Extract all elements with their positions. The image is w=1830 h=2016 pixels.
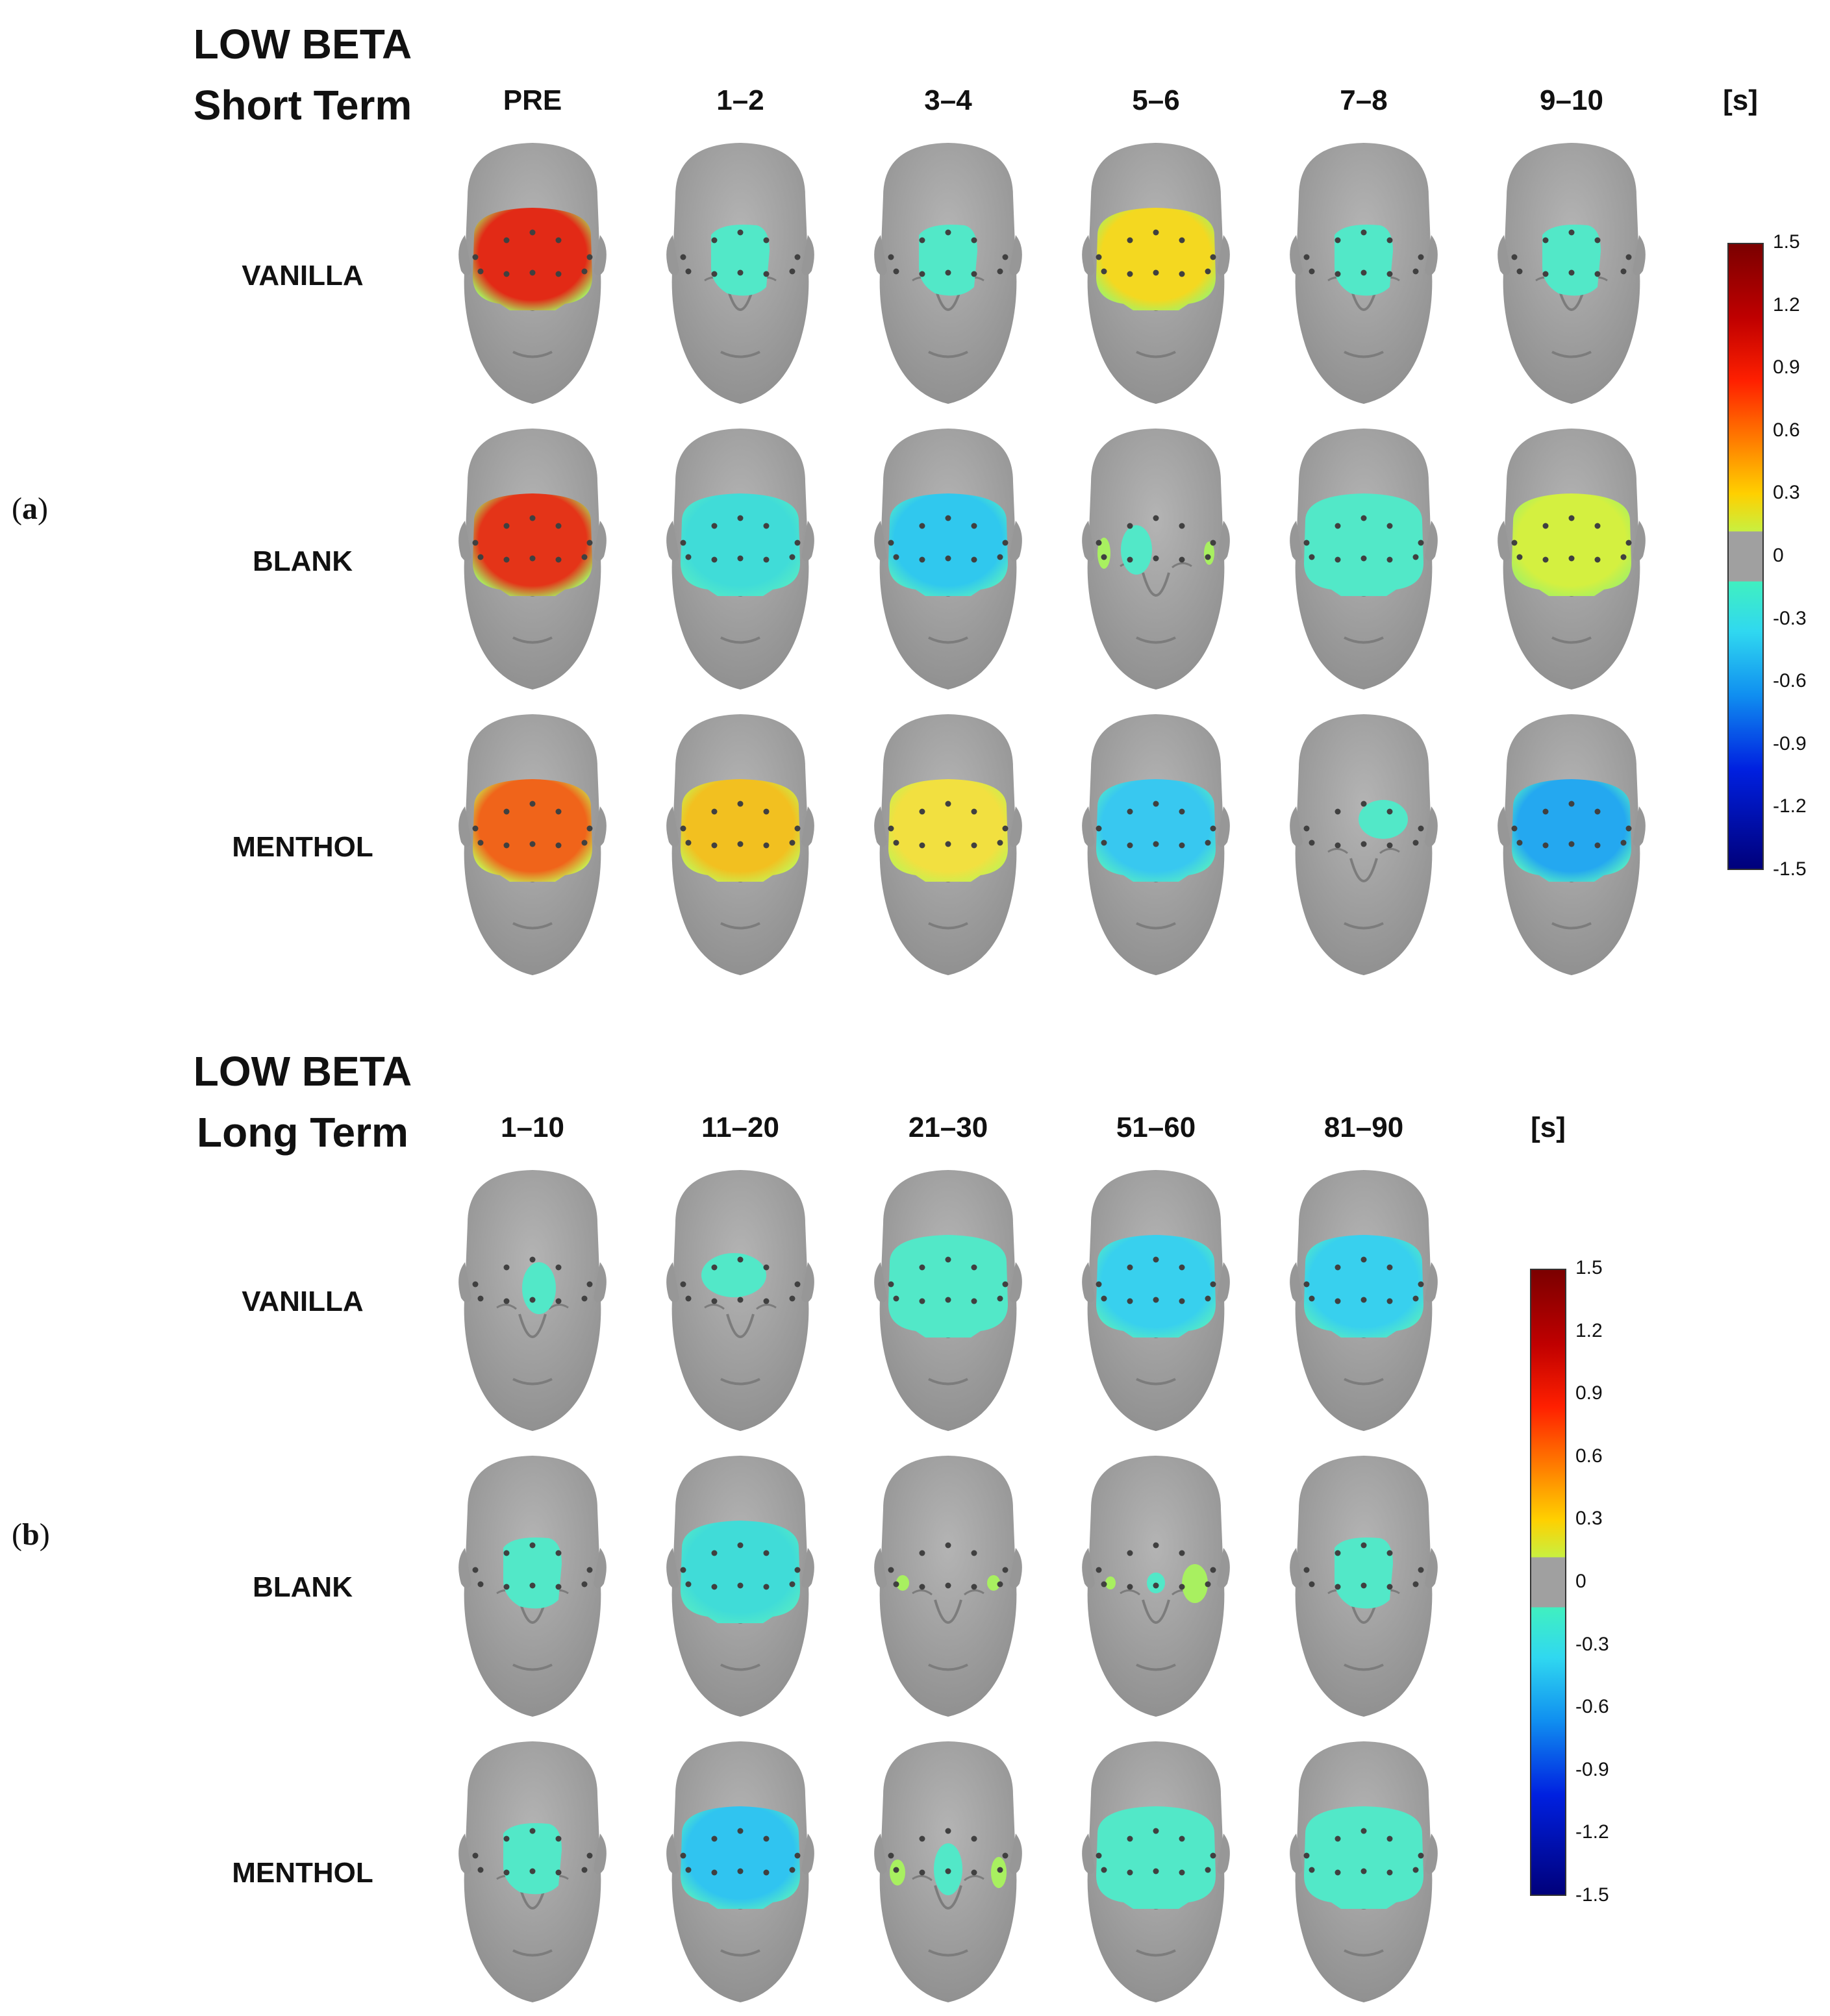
panel-b-head-map (442, 1165, 623, 1437)
panel-b-row-blank: BLANK (253, 1571, 353, 1603)
panel-b-head-map (1273, 1450, 1455, 1723)
panel-b-head-map (857, 1165, 1039, 1437)
colorbar-a-tick: 1.5 (1773, 231, 1800, 253)
panel-b-head-map (1273, 1165, 1455, 1437)
panel-b-head-map (442, 1736, 623, 2009)
panel-b-col-81-90: 81–90 (1323, 1112, 1404, 1143)
colorbar-b-tick: -1.2 (1575, 1821, 1609, 1843)
panel-a-head-map (649, 709, 831, 982)
panel-b-row-vanilla: VANILLA (242, 1286, 364, 1317)
panel-b-head-map (1273, 1736, 1455, 2009)
panel-a-row-vanilla: VANILLA (242, 260, 364, 292)
panel-b-col-51-60: 51–60 (1116, 1112, 1196, 1143)
panel-a-head-map (1065, 423, 1247, 696)
colorbar-b-tick: -0.9 (1575, 1758, 1609, 1780)
panel-b-col-1-10: 1–10 (501, 1112, 564, 1143)
panel-a-head-map (857, 138, 1039, 410)
colorbar-b-tick: 1.5 (1575, 1257, 1603, 1278)
panel-b-head-map (1065, 1165, 1247, 1437)
colorbar-b (1530, 1269, 1566, 1896)
colorbar-b-tick: 0 (1575, 1571, 1586, 1592)
panel-b-col-11-20: 11–20 (701, 1112, 779, 1143)
panel-a-head-map (1481, 709, 1662, 982)
panel-b-head-map (857, 1736, 1039, 2009)
panel-a-row-menthol: MENTHOL (232, 831, 373, 863)
panel-b-title-line1: LOW BETA (193, 1048, 412, 1095)
panel-a-head-map (1273, 423, 1455, 696)
panel-a-title-line1: LOW BETA (193, 21, 412, 68)
colorbar-a (1727, 243, 1764, 870)
colorbar-a-tick: 0.3 (1773, 482, 1800, 504)
panel-b-col-21-30: 21–30 (908, 1112, 988, 1143)
panel-a-head-map (442, 709, 623, 982)
colorbar-b-tick: 1.2 (1575, 1319, 1603, 1341)
panel-a-row-blank: BLANK (253, 545, 353, 577)
colorbar-a-tick: -0.3 (1773, 607, 1807, 629)
panel-a-title-line2: Short Term (193, 82, 412, 129)
colorbar-a-tick: 0.9 (1773, 356, 1800, 379)
colorbar-b-tick: 0.6 (1575, 1445, 1603, 1467)
panel-a-head-map (649, 138, 831, 410)
colorbar-b-tick: -0.3 (1575, 1633, 1609, 1655)
panel-a-col-7-8: 7–8 (1340, 84, 1388, 116)
panel-b-head-map (649, 1736, 831, 2009)
colorbar-a-tick: 0 (1773, 545, 1784, 566)
panel-b-label: (b) (12, 1517, 50, 1552)
panel-b-unit: [s] (1531, 1112, 1566, 1143)
colorbar-b-tick: -1.5 (1575, 1884, 1609, 1906)
panel-a-unit: [s] (1723, 84, 1758, 116)
panel-a-head-map (1273, 138, 1455, 410)
colorbar-a-tick: -0.6 (1773, 670, 1807, 692)
panel-a-col-3-4: 3–4 (924, 84, 972, 116)
panel-a-head-map (1065, 138, 1247, 410)
panel-b-title-line2: Long Term (197, 1109, 408, 1156)
colorbar-a-tick: -0.9 (1773, 732, 1807, 754)
panel-a-col-1-2: 1–2 (716, 84, 764, 116)
panel-a-head-map (857, 709, 1039, 982)
panel-a-col-pre: PRE (503, 84, 562, 116)
panel-a-head-map (649, 423, 831, 696)
panel-a-head-map (442, 423, 623, 696)
panel-b-row-menthol: MENTHOL (232, 1857, 373, 1889)
colorbar-a-tick: 1.2 (1773, 293, 1800, 316)
panel-b-head-map (649, 1450, 831, 1723)
panel-a-col-5-6: 5–6 (1132, 84, 1180, 116)
panel-a-head-map (1065, 709, 1247, 982)
panel-b-head-map (649, 1165, 831, 1437)
colorbar-a-tick: -1.5 (1773, 858, 1807, 880)
panel-b-head-map (1065, 1450, 1247, 1723)
colorbar-b-tick: 0.9 (1575, 1382, 1603, 1404)
panel-a-head-map (1481, 138, 1662, 410)
panel-a-head-map (857, 423, 1039, 696)
panel-a-col-9-10: 9–10 (1540, 84, 1603, 116)
panel-a-label: (a) (12, 492, 48, 526)
colorbar-b-tick: -0.6 (1575, 1696, 1609, 1718)
panel-a-head-map (1481, 423, 1662, 696)
panel-b-head-map (442, 1450, 623, 1723)
colorbar-a-tick: 0.6 (1773, 419, 1800, 441)
colorbar-b-tick: 0.3 (1575, 1508, 1603, 1530)
panel-b-head-map (857, 1450, 1039, 1723)
panel-b-head-map (1065, 1736, 1247, 2009)
panel-a-head-map (442, 138, 623, 410)
colorbar-a-tick: -1.2 (1773, 795, 1807, 817)
panel-a-head-map (1273, 709, 1455, 982)
